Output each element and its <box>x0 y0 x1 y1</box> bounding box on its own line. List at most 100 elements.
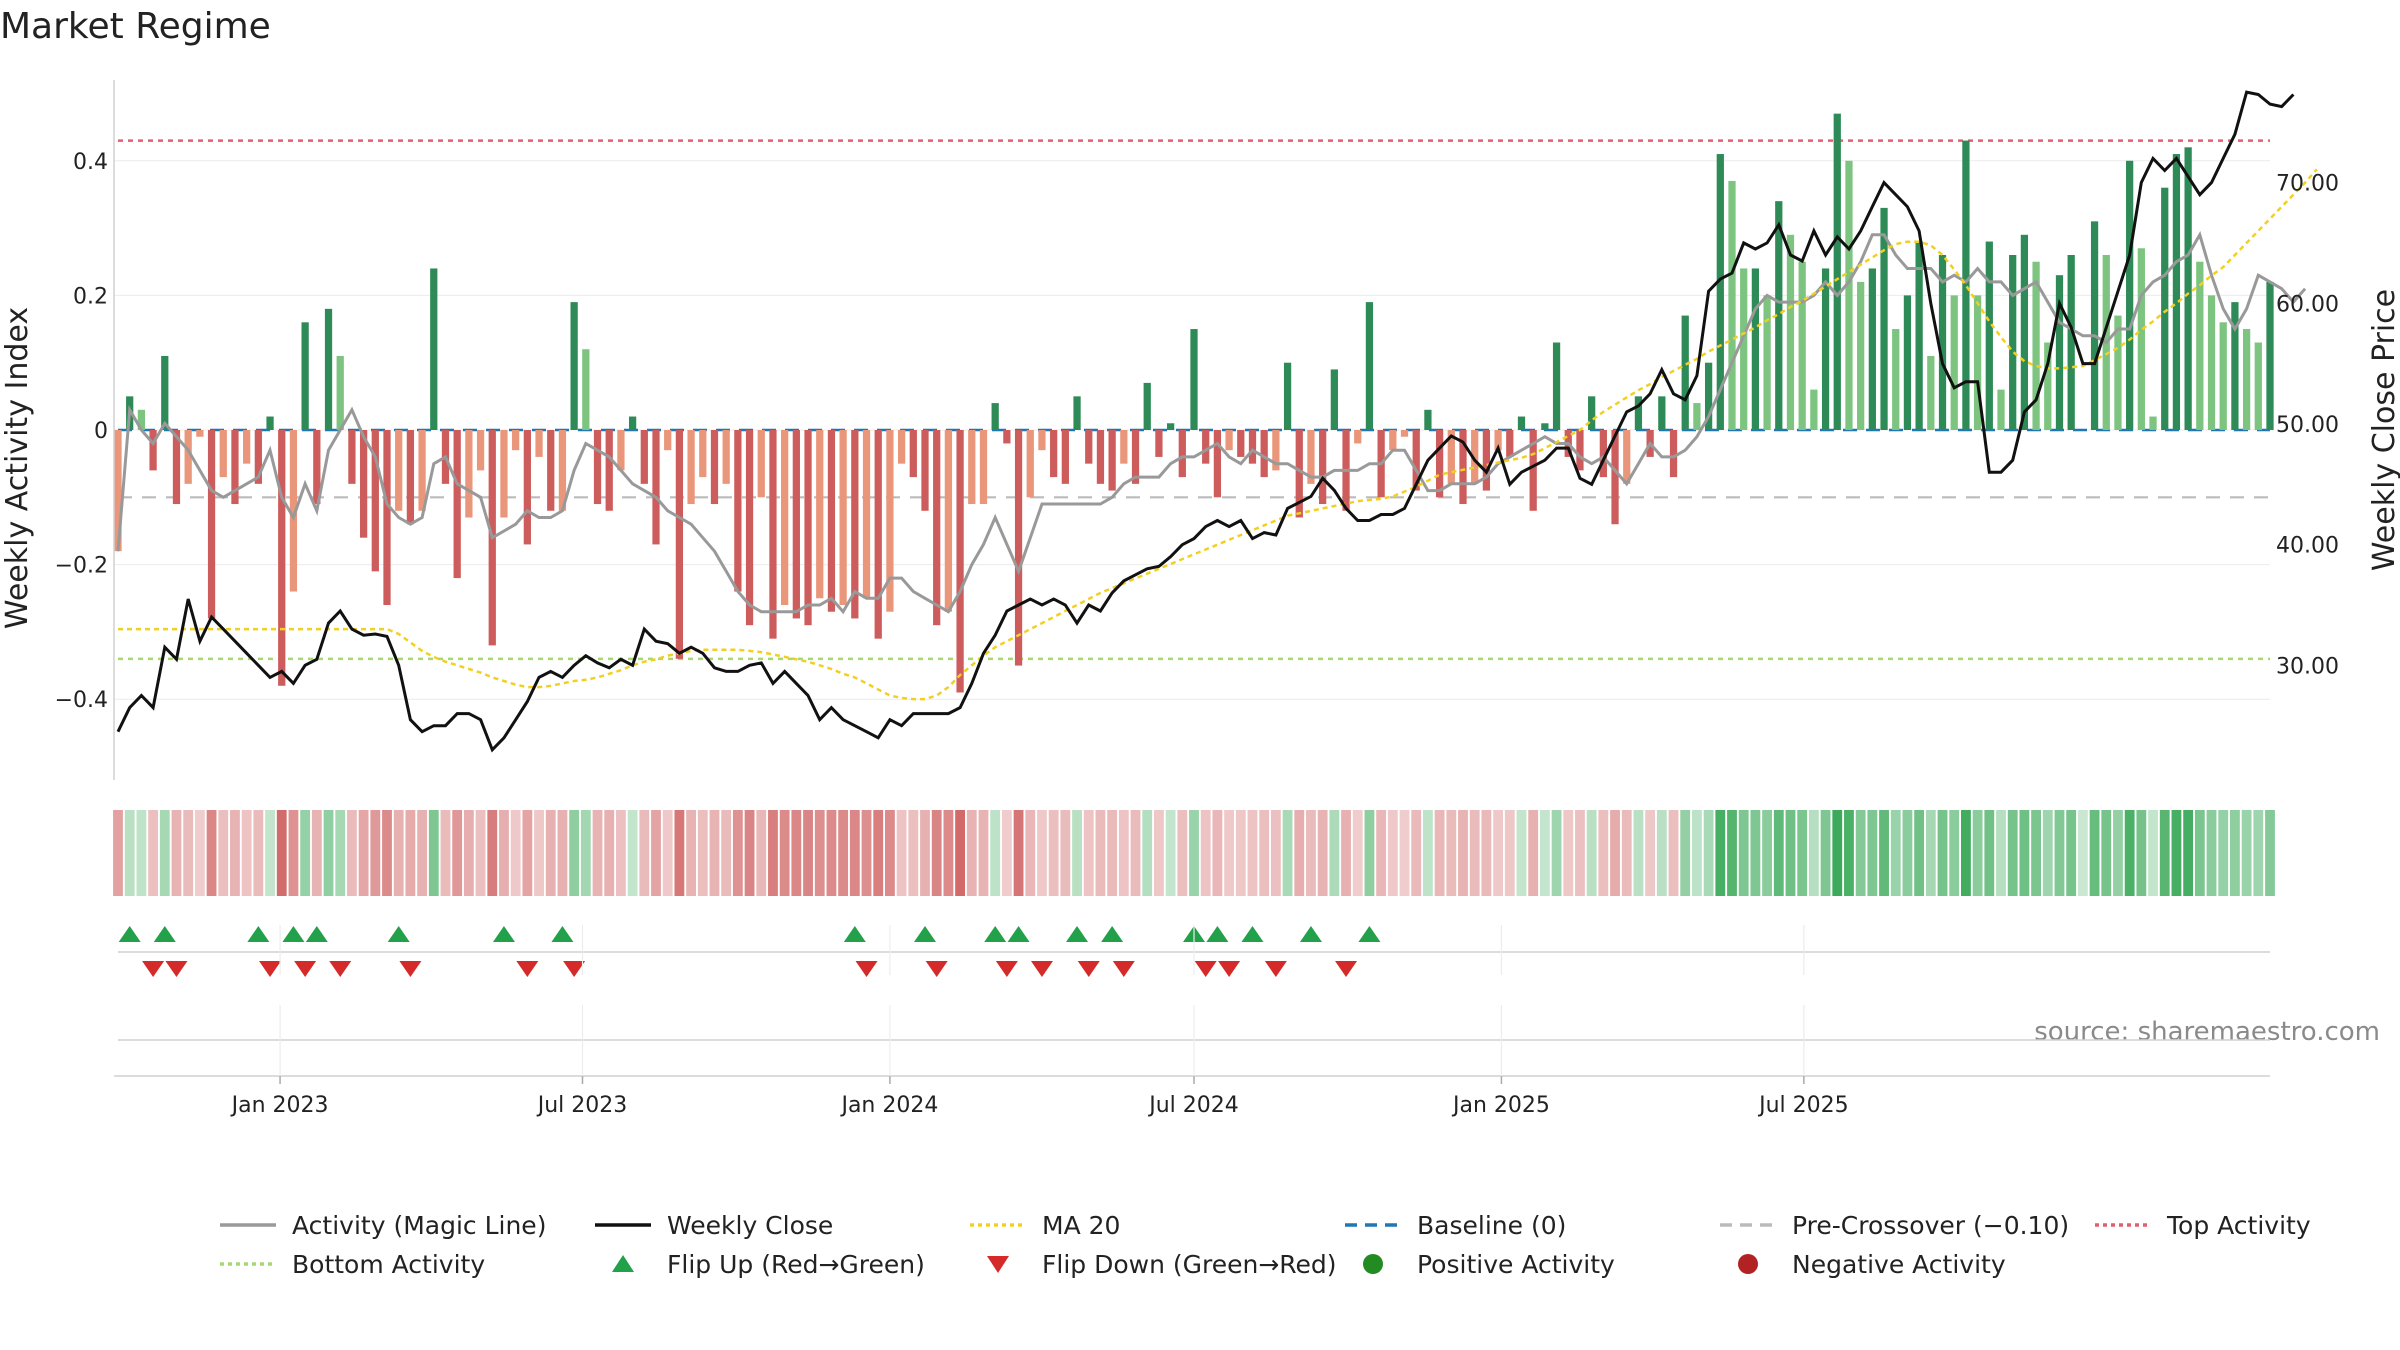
regime-cell <box>475 810 486 896</box>
regime-cell <box>241 810 252 896</box>
regime-cell <box>1458 810 1468 896</box>
activity-bar <box>1494 430 1502 451</box>
regime-cell <box>206 810 217 896</box>
regime-cell <box>1317 810 1328 896</box>
regime-cell <box>1095 810 1106 896</box>
activity-magic-line <box>116 231 2307 615</box>
regime-cell <box>966 810 977 896</box>
activity-bar <box>1014 430 1023 666</box>
activity-bar <box>1658 396 1666 430</box>
regime-cell <box>885 810 895 896</box>
regime-cell <box>1504 810 1515 896</box>
activity-bar <box>243 430 251 464</box>
regime-cell <box>1189 810 1199 896</box>
legend-label: Activity (Magic Line) <box>292 1211 546 1240</box>
regime-cell <box>2077 810 2088 896</box>
activity-bar <box>1120 430 1128 464</box>
activity-bar <box>1903 295 1912 430</box>
regime-cell <box>1972 810 1983 896</box>
y-left-tick: −0.4 <box>55 688 108 713</box>
regime-cell <box>159 810 170 896</box>
regime-cell <box>2206 810 2217 896</box>
regime-cell <box>1668 810 1679 896</box>
flip-down-marker <box>1218 961 1241 977</box>
regime-cell <box>1270 810 1281 896</box>
activity-bar <box>348 430 356 484</box>
activity-bar <box>1588 396 1596 430</box>
regime-cell <box>499 810 509 896</box>
regime-cell <box>697 810 708 896</box>
regime-cell <box>522 810 533 896</box>
regime-cell <box>1516 810 1527 896</box>
activity-bar <box>979 430 988 505</box>
flip-down-marker <box>329 961 352 977</box>
regime-cell <box>1832 810 1843 896</box>
chart-title: Market Regime <box>0 6 271 47</box>
weekly-close-line <box>116 90 2295 753</box>
activity-bar <box>1985 241 1993 430</box>
activity-bar <box>921 430 929 511</box>
regime-cell <box>276 810 287 896</box>
regime-cell <box>2089 810 2100 896</box>
regime-cell <box>1118 810 1129 896</box>
legend-label: Flip Down (Green→Red) <box>1042 1250 1337 1279</box>
regime-cell <box>978 810 989 896</box>
regime-cell <box>896 810 907 896</box>
x-tick-label: Jan 2024 <box>839 1093 938 1118</box>
regime-cell <box>1610 810 1620 896</box>
activity-bar <box>161 355 169 430</box>
activity-bar <box>149 430 157 471</box>
regime-cell <box>1773 810 1784 896</box>
activity-bar <box>699 430 707 478</box>
flip-up-marker <box>247 926 270 942</box>
regime-cell <box>990 810 1001 896</box>
activity-bar <box>1763 295 1771 430</box>
flip-up-marker <box>843 926 866 942</box>
regime-cell <box>1727 810 1737 896</box>
regime-cell <box>1469 810 1480 896</box>
activity-bar <box>2020 234 2029 430</box>
activity-bar <box>839 430 847 605</box>
regime-cell <box>686 810 696 896</box>
activity-bar <box>313 430 321 505</box>
regime-cell <box>136 810 147 896</box>
regime-cell <box>1212 810 1223 896</box>
regime-cell <box>393 810 404 896</box>
activity-bar <box>1833 113 1841 431</box>
activity-bar <box>897 430 906 464</box>
legend-label: Pre-Crossover (−0.10) <box>1792 1211 2069 1240</box>
regime-cell <box>194 810 205 896</box>
flip-down-marker <box>294 961 317 977</box>
regime-cell <box>1200 810 1211 896</box>
regime-cell <box>721 810 732 896</box>
y-left-tick: 0.4 <box>73 150 108 175</box>
regime-cell <box>779 810 790 896</box>
regime-cell <box>1914 810 1925 896</box>
regime-cell <box>1282 810 1293 896</box>
regime-cell <box>300 810 311 896</box>
activity-bar <box>664 430 672 451</box>
activity-bar <box>172 430 181 505</box>
regime-cell <box>1025 810 1036 896</box>
regime-cell <box>2066 810 2077 896</box>
regime-cell <box>1259 810 1270 896</box>
regime-cell <box>440 810 451 896</box>
regime-cell <box>1949 810 1960 896</box>
regime-cell <box>1247 810 1258 896</box>
regime-cell <box>1902 810 1913 896</box>
y-left-tick: −0.2 <box>55 554 108 579</box>
regime-cell <box>1551 810 1562 896</box>
regime-cell <box>639 810 650 896</box>
regime-cell <box>1996 810 2006 896</box>
activity-bar <box>1740 268 1748 430</box>
activity-bar <box>1424 409 1432 430</box>
regime-cell <box>908 810 919 896</box>
flip-down-marker <box>1194 961 1217 977</box>
legend: Activity (Magic Line) Weekly Close MA 20 Ba… <box>220 1211 2311 1279</box>
activity-bar <box>1096 430 1105 484</box>
legend-swatch <box>1363 1254 1383 1274</box>
regime-cell <box>487 810 498 896</box>
flip-down-marker <box>399 961 422 977</box>
activity-bar <box>1915 241 1923 430</box>
activity-bar <box>956 430 964 693</box>
